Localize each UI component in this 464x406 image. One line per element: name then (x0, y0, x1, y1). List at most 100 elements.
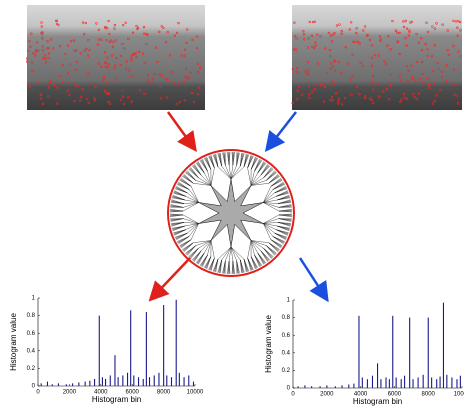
bar (431, 377, 432, 388)
bar (409, 318, 410, 388)
bar (304, 385, 305, 388)
bar (179, 373, 180, 386)
bar (163, 305, 164, 386)
bar (335, 386, 336, 388)
bar (451, 377, 452, 388)
tree-edge (263, 186, 271, 202)
tree-edge (193, 183, 211, 185)
bar (353, 384, 354, 388)
bar (385, 377, 386, 388)
tree-root (199, 179, 264, 247)
bar (298, 386, 299, 388)
bar (362, 377, 363, 388)
y-tick-label: 0.4 (282, 350, 291, 356)
tree-edge (263, 190, 273, 203)
bar (146, 312, 147, 386)
bar (99, 316, 100, 386)
bar (166, 375, 167, 386)
bar (418, 377, 419, 388)
arrow (300, 258, 326, 298)
bar (423, 375, 424, 388)
tree-edge (248, 241, 251, 259)
tree-edge (231, 167, 244, 179)
bar (85, 382, 86, 386)
bar (72, 383, 73, 386)
bar (105, 379, 106, 386)
tree-edge (191, 224, 199, 240)
y-tick-label: 0.2 (282, 368, 291, 374)
tree-edge (263, 224, 271, 240)
bar (184, 377, 185, 386)
tree-edge (185, 200, 199, 203)
x-tick-label: 10000 (454, 392, 464, 398)
tree-edge (185, 224, 199, 227)
tree-edge (251, 183, 269, 185)
tree-edge (211, 168, 214, 186)
y-tick-label: 0.6 (27, 331, 36, 337)
tree-edge (191, 186, 199, 202)
bar (158, 373, 159, 386)
bar (122, 375, 123, 386)
bar (396, 377, 397, 388)
bar (389, 379, 390, 388)
bar (372, 376, 373, 388)
bar (348, 384, 349, 388)
tree-edge (231, 247, 244, 259)
bar (110, 375, 111, 386)
tree-edge (218, 247, 231, 259)
tree-edge (248, 168, 251, 186)
tree-edge (263, 224, 273, 237)
bar (94, 379, 95, 386)
arrow (152, 258, 190, 298)
vocabulary-tree (168, 150, 294, 276)
bar (143, 379, 144, 386)
tree-edge (189, 224, 199, 237)
x-tick-label: 2000 (320, 392, 334, 398)
x-tick-label: 8000 (422, 392, 436, 398)
tree-edge (193, 241, 211, 243)
y-tick-label: 0.8 (282, 315, 291, 321)
bar (446, 375, 447, 388)
y-tick-label: 0.4 (27, 348, 36, 354)
bar (404, 376, 405, 388)
tree-edge (263, 224, 277, 227)
bar (401, 379, 402, 388)
y-tick-label: 0 (32, 384, 36, 390)
bar (380, 379, 381, 388)
tree-edge (208, 171, 211, 185)
tree-edge (208, 241, 211, 255)
bar (118, 377, 119, 386)
bar (66, 384, 67, 386)
bar (114, 355, 115, 386)
x-tick-label: 0 (291, 392, 295, 398)
y-tick-label: 1 (32, 296, 36, 302)
bar (358, 316, 359, 388)
bar (133, 375, 134, 386)
bar (367, 379, 368, 388)
y-tick-label: 0 (287, 386, 291, 392)
bar (130, 310, 131, 386)
bar (443, 303, 444, 388)
y-axis-label: Histogram value (9, 313, 18, 371)
bar (138, 377, 139, 386)
x-tick-label: 0 (36, 390, 40, 396)
bar (440, 377, 441, 388)
bar (392, 316, 393, 388)
bar (171, 377, 172, 386)
bar (89, 381, 90, 386)
y-tick-label: 0.2 (27, 366, 36, 372)
bar (78, 382, 79, 386)
bar (127, 373, 128, 386)
tree-edge (263, 200, 277, 203)
y-axis-label: Histogram value (264, 315, 273, 373)
bar (154, 375, 155, 386)
x-tick-label: 10000 (187, 390, 204, 396)
bar (342, 385, 343, 388)
y-tick-label: 1 (287, 298, 291, 304)
bar (149, 377, 150, 386)
tree-edge (251, 171, 254, 185)
y-tick-label: 0.6 (282, 333, 291, 339)
bar (52, 384, 53, 386)
tree-edge (189, 190, 199, 203)
bar (320, 386, 321, 388)
